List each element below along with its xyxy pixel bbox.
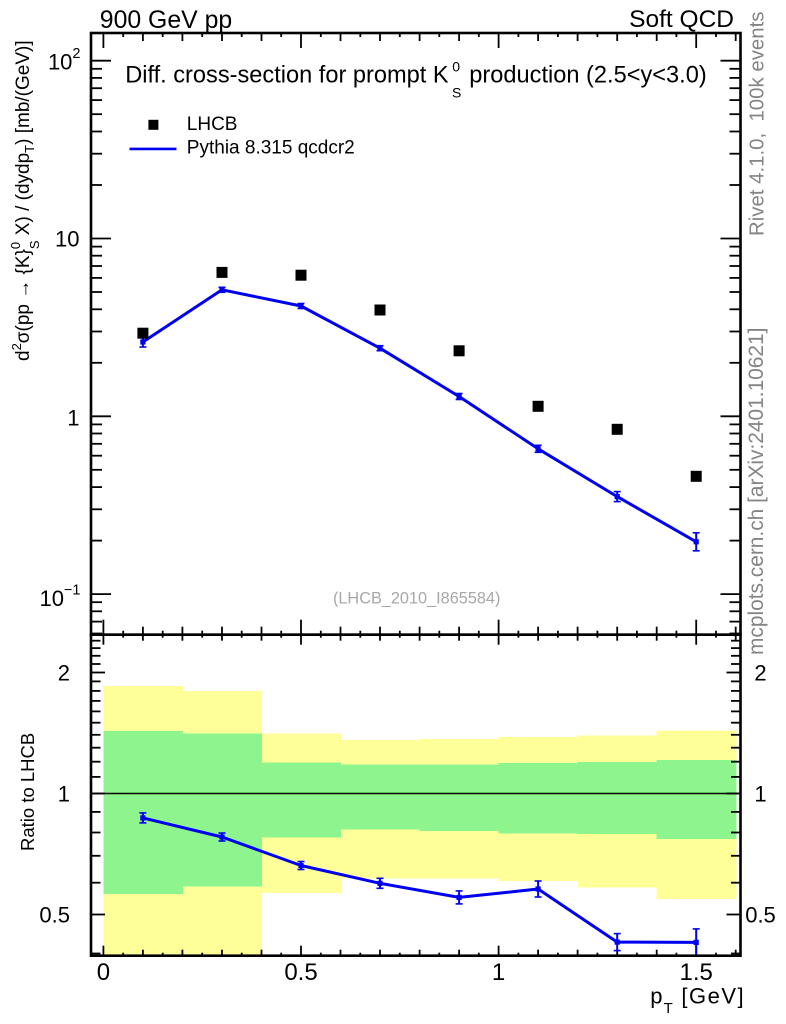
svg-text:Soft QCD: Soft QCD <box>629 6 734 33</box>
svg-text:Pythia 8.315 qcdcr2: Pythia 8.315 qcdcr2 <box>187 137 355 158</box>
svg-text:[GeV]: [GeV] <box>681 983 745 1008</box>
svg-text:1: 1 <box>492 959 505 986</box>
svg-text:Ratio to LHCB: Ratio to LHCB <box>17 733 38 851</box>
svg-text:1: 1 <box>754 782 766 807</box>
svg-text:1.5: 1.5 <box>680 959 713 986</box>
svg-text:2: 2 <box>754 661 766 686</box>
svg-text:Diff. cross-section for prompt: Diff. cross-section for prompt K <box>125 63 449 89</box>
svg-text:LHCB: LHCB <box>187 114 238 135</box>
svg-text:p: p <box>650 983 662 1008</box>
svg-text:T: T <box>664 1000 673 1017</box>
svg-text:1: 1 <box>67 406 79 431</box>
svg-text:production (2.5<y<3.0): production (2.5<y<3.0) <box>469 63 706 89</box>
svg-text:0: 0 <box>97 959 110 986</box>
svg-text:mcplots.cern.ch [arXiv:2401.10: mcplots.cern.ch [arXiv:2401.10621] <box>745 328 768 655</box>
svg-text:0.5: 0.5 <box>745 903 776 928</box>
svg-text:S: S <box>452 85 461 101</box>
svg-text:900 GeV pp: 900 GeV pp <box>100 7 232 34</box>
svg-text:(LHCB_2010_I865584): (LHCB_2010_I865584) <box>333 589 500 607</box>
svg-text:0.5: 0.5 <box>284 959 317 986</box>
svg-text:1: 1 <box>58 782 70 807</box>
svg-text:0: 0 <box>452 59 460 75</box>
svg-text:Rivet 4.1.0, 100k events: Rivet 4.1.0, 100k events <box>747 12 769 236</box>
svg-text:2: 2 <box>58 661 70 686</box>
svg-text:0.5: 0.5 <box>39 903 70 928</box>
svg-text:10: 10 <box>55 227 79 252</box>
